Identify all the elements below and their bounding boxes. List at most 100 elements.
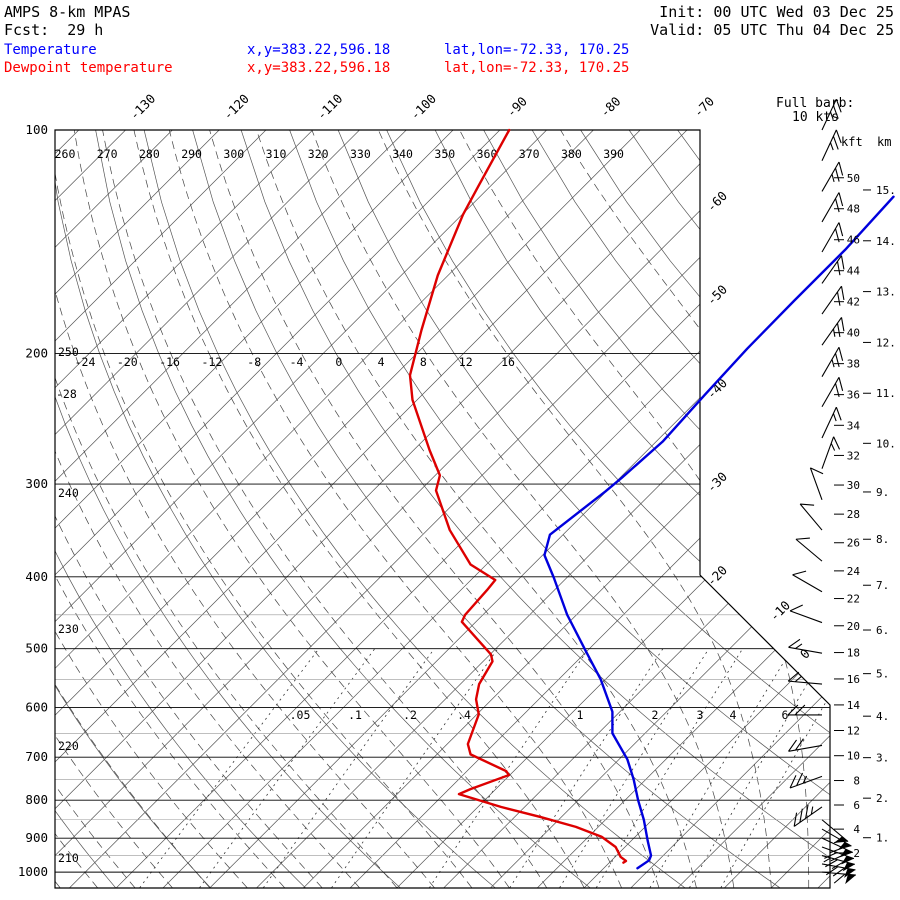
moist-adiabat-line xyxy=(55,130,61,888)
isotherm-label-top: -100 xyxy=(407,91,439,123)
kft-axis-label: 14 xyxy=(847,699,861,712)
forecast-hour: Fcst: 29 h xyxy=(4,21,104,39)
isotherm-line xyxy=(115,130,830,888)
theta-label-top: 340 xyxy=(392,147,413,161)
moist-adiabat-line xyxy=(168,130,622,888)
pressure-axis-label: 300 xyxy=(25,476,48,491)
isotherm-line xyxy=(256,130,830,888)
kft-axis-label: 12 xyxy=(847,724,860,737)
theta-label-left: 220 xyxy=(58,739,79,753)
km-axis-label: 10. xyxy=(876,437,896,450)
mixing-ratio-label: .2 xyxy=(403,708,417,722)
theta-label-top: 350 xyxy=(434,147,455,161)
isotherm-label-cut: -10 xyxy=(767,598,794,625)
wind-barb-pennant xyxy=(845,874,856,885)
wind-barb xyxy=(809,467,824,500)
dry-adiabat-line xyxy=(434,130,830,888)
km-axis-label: 7. xyxy=(876,579,889,592)
km-axis-header: km xyxy=(877,135,891,149)
moist-adiabat-line xyxy=(55,130,398,888)
isotherm-line xyxy=(55,130,501,888)
mixing-ratio-line xyxy=(428,648,589,888)
moist-adiabat-line xyxy=(55,130,136,888)
mixing-ratio-line xyxy=(649,648,793,888)
theta-label-top: 330 xyxy=(350,147,371,161)
kft-axis-label: 24 xyxy=(847,565,861,578)
isotherm-line xyxy=(55,130,80,888)
pressure-axis-label: 700 xyxy=(25,749,48,764)
kft-axis-header: kft xyxy=(841,135,863,149)
dewpoint-curve xyxy=(408,128,628,864)
theta-label-top: 390 xyxy=(603,147,624,161)
isotherm-line xyxy=(55,130,267,888)
wind-barb xyxy=(821,285,845,315)
moist-adiabat-label: 12 xyxy=(459,355,473,369)
moist-adiabat-line xyxy=(209,130,660,888)
isotherm-line xyxy=(55,130,126,888)
moist-adiabat-line xyxy=(55,130,473,888)
dry-adiabat-line xyxy=(55,130,211,888)
moist-adiabat-line xyxy=(73,130,510,888)
moist-adiabat-label: -16 xyxy=(159,355,180,369)
isotherm-line xyxy=(443,130,830,888)
km-axis-label: 15. xyxy=(876,184,896,197)
theta-label-top: 260 xyxy=(55,147,76,161)
dry-adiabat-line xyxy=(143,130,686,888)
moist-adiabat-line xyxy=(102,130,548,888)
wind-barb xyxy=(821,871,856,885)
isotherm-line xyxy=(0,130,32,888)
wind-barb xyxy=(788,738,823,752)
isotherm-label-top: -130 xyxy=(126,91,158,123)
kft-axis-label: 26 xyxy=(847,537,860,550)
mixing-ratio-line xyxy=(509,648,664,888)
moist-adiabat-line xyxy=(55,130,285,888)
wind-barb xyxy=(795,537,823,562)
wind-barb xyxy=(821,828,852,850)
moist-adiabat-line xyxy=(256,130,697,888)
mixing-ratio-line xyxy=(331,648,499,888)
theta-label-left: 250 xyxy=(58,345,79,359)
moist-adiabat-line xyxy=(55,130,360,888)
wind-barb xyxy=(821,406,842,439)
moist-adiabat-line xyxy=(55,130,211,888)
kft-axis-label: 4 xyxy=(853,823,860,836)
wind-barb xyxy=(789,772,823,789)
kft-axis-label: 2 xyxy=(853,847,860,860)
kft-axis-label: 36 xyxy=(847,389,860,402)
wind-barb xyxy=(821,317,845,346)
dry-adiabat-line xyxy=(192,130,781,888)
isotherm-line xyxy=(55,130,313,888)
wind-barb xyxy=(821,377,844,408)
isotherm-label-top: -70 xyxy=(691,94,718,121)
mixing-ratio-label: 2 xyxy=(652,708,659,722)
mixing-ratio-label: .4 xyxy=(457,708,471,722)
moist-adiabat-label: -24 xyxy=(75,355,96,369)
moist-adiabat-label: -8 xyxy=(247,355,261,369)
theta-label-top: 380 xyxy=(561,147,582,161)
pressure-axis-label: 600 xyxy=(25,699,48,714)
dry-adiabat-line xyxy=(95,130,591,888)
theta-label-left: 210 xyxy=(58,851,79,865)
pressure-axis-label: 100 xyxy=(25,122,48,137)
wind-barb xyxy=(821,346,844,377)
kft-axis-label: 48 xyxy=(847,203,860,216)
km-axis-label: 4. xyxy=(876,710,889,723)
moist-adiabat-label: 4 xyxy=(378,355,385,369)
pressure-axis-label: 200 xyxy=(25,345,48,360)
wind-barb xyxy=(821,192,844,223)
model-title: AMPS 8-km MPAS xyxy=(4,3,131,21)
moist-adiabat-label: -20 xyxy=(117,355,138,369)
pressure-axis-label: 1000 xyxy=(18,864,48,879)
wind-barb xyxy=(821,863,856,878)
moist-adiabat-label: 0 xyxy=(335,355,342,369)
km-axis-label: 13. xyxy=(876,286,896,299)
moist-adiabat-line xyxy=(459,130,810,888)
mixing-ratio-line xyxy=(139,648,320,888)
kft-axis-label: 42 xyxy=(847,296,860,309)
moist-adiabat-line xyxy=(0,130,23,888)
wind-barb xyxy=(793,804,823,827)
mixing-ratio-line xyxy=(595,648,743,888)
wind-barb xyxy=(821,436,841,469)
wind-barb xyxy=(789,604,823,624)
